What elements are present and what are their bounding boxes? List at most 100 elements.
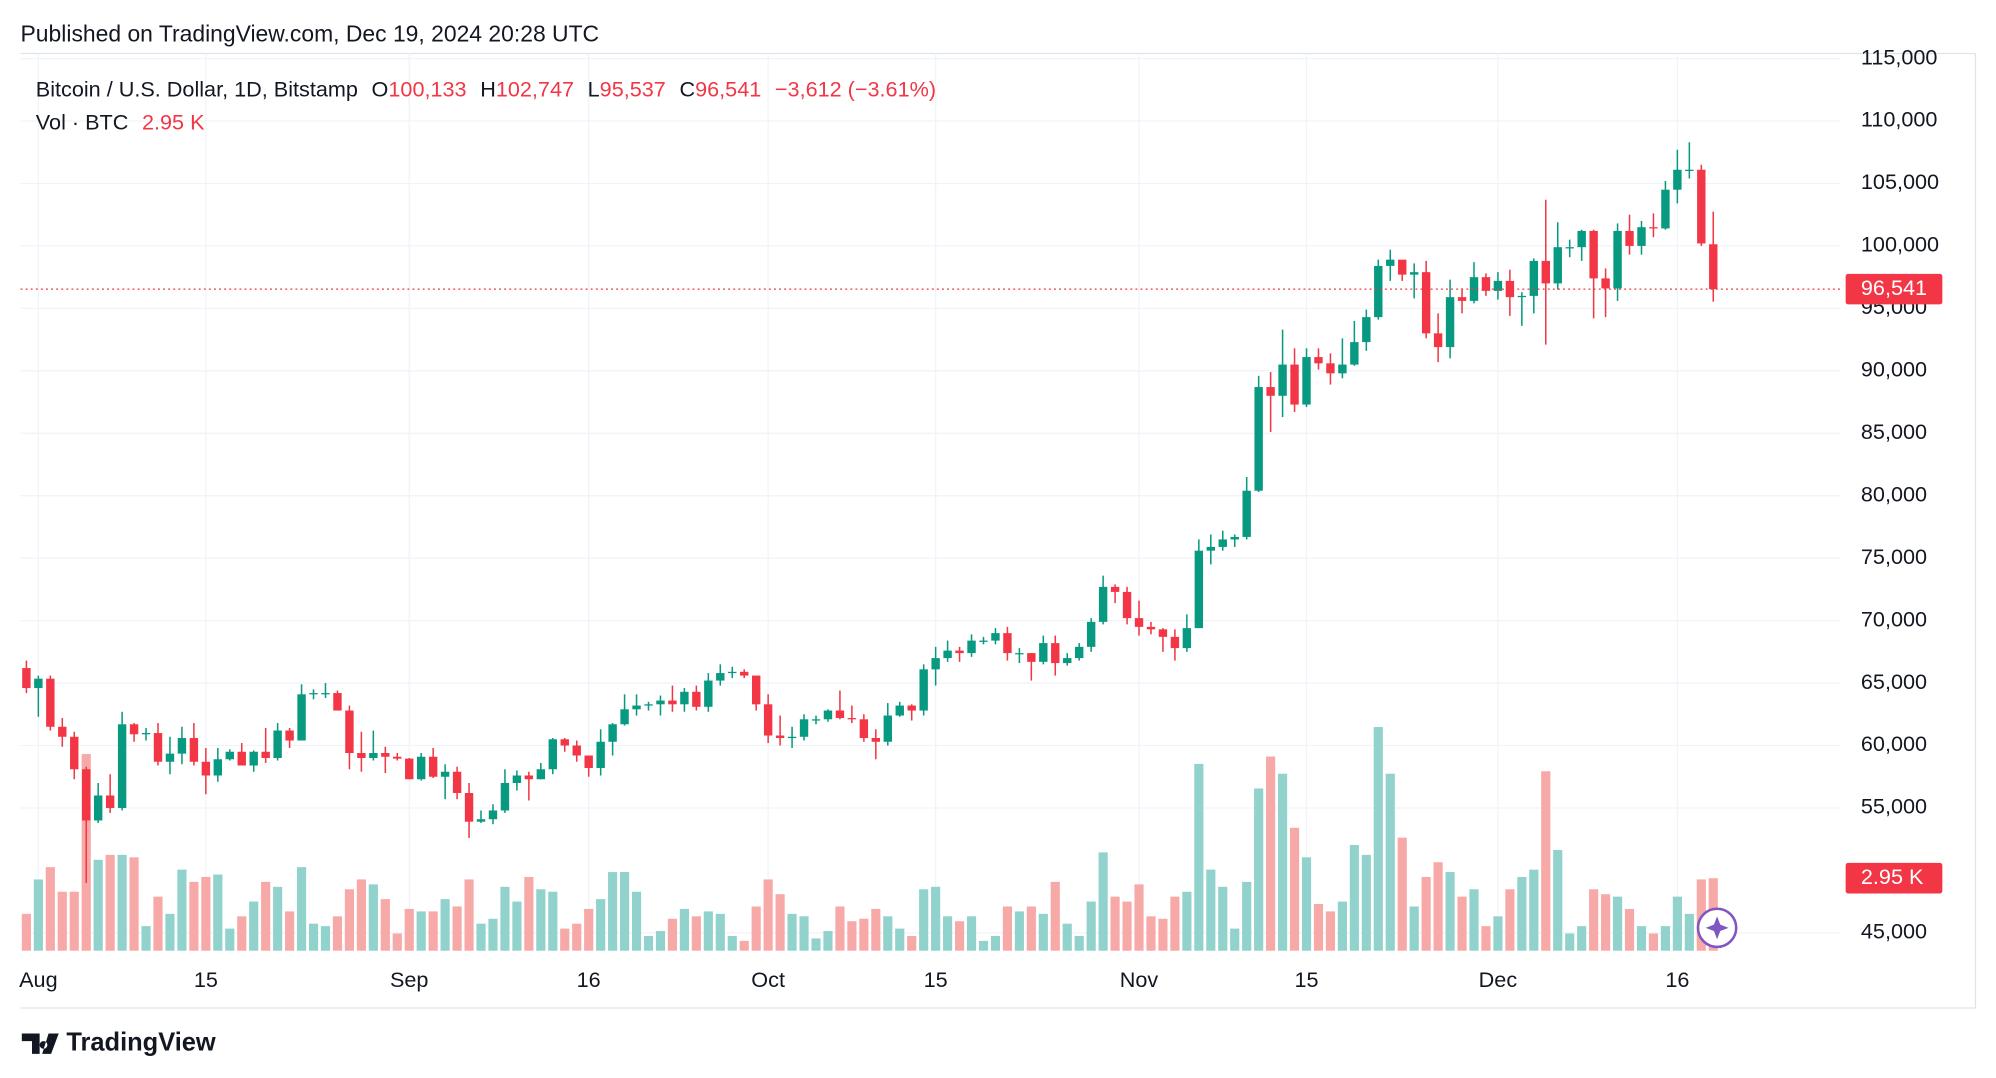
candle-body: [728, 671, 737, 674]
candle-body: [189, 738, 199, 762]
candle-body: [584, 755, 593, 769]
legend-symbol: Bitcoin / U.S. Dollar, 1D, Bitstamp: [36, 76, 358, 101]
volume-bar: [1385, 773, 1395, 951]
candle-body: [213, 759, 223, 776]
volume-bar: [344, 889, 354, 951]
grid: [20, 53, 1841, 951]
candle-body: [273, 730, 282, 759]
volume-bar: [799, 916, 809, 951]
candle-body: [692, 691, 701, 707]
volume-bar: [129, 857, 139, 951]
volume-bar: [1122, 901, 1132, 951]
candle-body: [763, 704, 773, 736]
volume-bar: [153, 896, 163, 951]
volume-bar: [1660, 926, 1670, 951]
volume-bar: [943, 916, 953, 951]
candle-body: [787, 736, 797, 739]
volume-title: Vol · BTC: [36, 109, 129, 134]
volume-bar: [1648, 933, 1659, 951]
y-tick-label: 115,000: [1861, 44, 1938, 69]
volume-bar: [1493, 916, 1503, 951]
volume-bar: [1026, 906, 1036, 951]
candle-body: [1086, 621, 1096, 647]
candle-body: [1661, 189, 1670, 229]
volume-bar: [1194, 763, 1204, 951]
volume-bar: [715, 913, 725, 951]
assistant-icon[interactable]: [1696, 907, 1738, 949]
volume-bar: [117, 854, 127, 951]
candle-body: [117, 724, 127, 808]
volume-bar: [1182, 891, 1192, 951]
candle-body: [859, 719, 869, 739]
candle-body: [1529, 260, 1539, 296]
y-tick-label: 90,000: [1861, 357, 1927, 382]
volume-bar: [320, 926, 331, 951]
candle-body: [955, 650, 964, 654]
candle-body: [476, 819, 486, 822]
volume-bar: [1373, 727, 1383, 951]
volume-bar: [823, 931, 833, 951]
candle-body: [1517, 295, 1527, 298]
candle-body: [261, 751, 270, 759]
volume-bar: [703, 911, 713, 951]
volume-bar: [572, 923, 582, 951]
candle-body: [488, 810, 498, 820]
volume-bar: [488, 918, 498, 951]
candle-body: [895, 705, 904, 716]
volume-bar: [524, 876, 534, 951]
volume-bar: [1038, 913, 1048, 951]
candle-body: [1362, 317, 1371, 343]
volume-bar: [859, 918, 869, 951]
candle-body: [596, 741, 605, 769]
volume-bar: [285, 911, 295, 951]
legend-o-value: 100,133: [388, 76, 466, 101]
volume-bar: [213, 874, 223, 951]
candle-body: [847, 718, 857, 720]
volume-bar: [1565, 933, 1575, 951]
candle-body: [1350, 342, 1359, 365]
legend-l-value: 95,537: [600, 76, 666, 101]
candle-body: [82, 769, 91, 821]
legend-line: Bitcoin / U.S. Dollar, 1D, Bitstamp O100…: [36, 76, 936, 101]
volume-bar: [1529, 869, 1539, 951]
candle-body: [991, 633, 1000, 641]
candle-body: [369, 753, 378, 759]
candle-body: [1314, 357, 1323, 364]
last-volume-label: 2.95 K: [1861, 864, 1924, 889]
candle-body: [405, 758, 414, 780]
volume-bar: [1433, 862, 1443, 951]
candle-body: [1158, 629, 1168, 637]
volume-bar: [201, 876, 211, 951]
candle-body: [572, 745, 581, 756]
candle-body: [656, 700, 665, 705]
volume-bar: [1612, 896, 1623, 951]
candle-body: [93, 795, 103, 821]
volume-bar: [1278, 773, 1288, 951]
candle-body: [1553, 247, 1562, 284]
candle-body: [943, 650, 952, 659]
candle-body: [1254, 387, 1263, 491]
volume-bar: [1601, 894, 1611, 951]
candle-body: [393, 756, 402, 759]
volume-bar: [1684, 913, 1694, 951]
x-tick-label: 15: [1294, 967, 1318, 992]
candle-body: [1398, 259, 1407, 275]
candle-body: [512, 775, 522, 783]
volume-bar: [1218, 886, 1228, 951]
candle-body: [835, 710, 845, 719]
volume-bar: [536, 889, 546, 951]
candle-body: [536, 769, 546, 780]
published-title: Published on TradingView.com, Dec 19, 20…: [21, 21, 600, 47]
volume-bar: [356, 879, 366, 951]
volume-bar: [1361, 854, 1371, 951]
candle-body: [1649, 227, 1658, 229]
volume-bar: [931, 886, 941, 951]
candle-body: [823, 710, 833, 720]
candle-body: [1565, 247, 1574, 249]
volume-bar: [177, 869, 187, 951]
candle-body: [1098, 586, 1108, 622]
candle-body: [740, 671, 749, 676]
y-tick-label: 75,000: [1861, 544, 1927, 569]
